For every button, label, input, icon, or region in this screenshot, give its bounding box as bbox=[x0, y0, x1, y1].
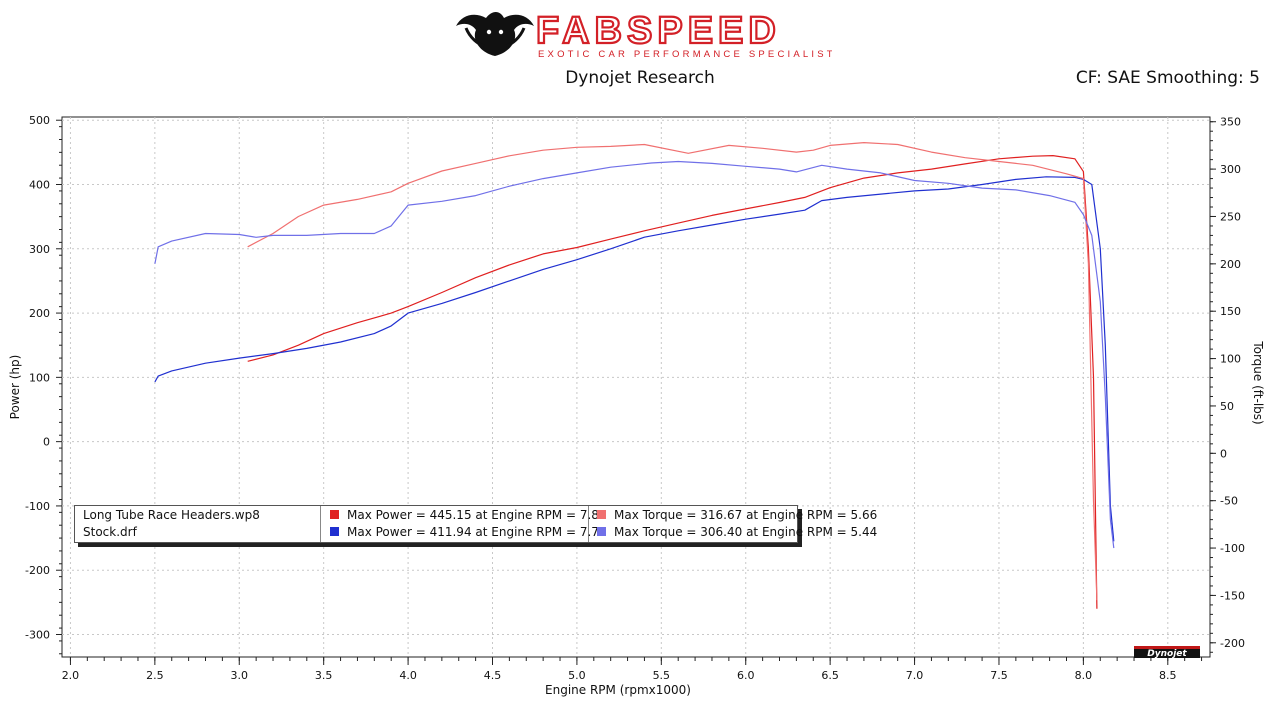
y-tick-label: 400 bbox=[29, 179, 50, 192]
x-tick-label: 2.0 bbox=[62, 669, 80, 682]
x-tick-label: 3.0 bbox=[231, 669, 249, 682]
winged-beast-logo bbox=[456, 12, 534, 56]
legend-file-name: Long Tube Race Headers.wp8 bbox=[83, 508, 260, 522]
legend: Long Tube Race Headers.wp8 Max Power = 4… bbox=[74, 505, 877, 543]
y-tick-label: 200 bbox=[29, 307, 50, 320]
x-tick-label: 3.5 bbox=[315, 669, 333, 682]
y-tick-label: 0 bbox=[43, 436, 50, 449]
legend-power-swatch bbox=[330, 510, 339, 519]
dynojet-logo: Dynojet bbox=[1134, 646, 1200, 659]
legend-max-power: Max Power = 411.94 at Engine RPM = 7.78 bbox=[347, 525, 607, 539]
y-tick-label: -300 bbox=[25, 629, 50, 642]
x-tick-label: 7.5 bbox=[990, 669, 1008, 682]
legend-torque-swatch bbox=[597, 510, 606, 519]
x-tick-label: 4.5 bbox=[484, 669, 502, 682]
x-axis-label: Engine RPM (rpmx1000) bbox=[545, 683, 691, 697]
torque-line bbox=[247, 142, 1098, 601]
y2-tick-label: 100 bbox=[1220, 353, 1241, 366]
correction-settings: CF: SAE Smoothing: 5 bbox=[1075, 68, 1260, 88]
y2-tick-label: -150 bbox=[1220, 589, 1245, 602]
x-tick-label: 2.5 bbox=[146, 669, 164, 682]
y2-tick-label: 350 bbox=[1220, 116, 1241, 129]
y2-tick-label: 300 bbox=[1220, 163, 1241, 176]
legend-row: Long Tube Race Headers.wp8 Max Power = 4… bbox=[75, 507, 877, 524]
chart-title: Dynojet Research bbox=[565, 68, 715, 88]
left-y-axis: 500 400 300 200 100 0 -100 -200 -300 bbox=[25, 114, 62, 655]
legend-divider bbox=[588, 506, 589, 542]
grid bbox=[62, 117, 1210, 657]
x-tick-label: 8.0 bbox=[1075, 669, 1093, 682]
brand-name: FABSPEED bbox=[536, 10, 781, 52]
y2-tick-label: 50 bbox=[1220, 400, 1234, 413]
x-tick-label: 6.0 bbox=[737, 669, 755, 682]
y2-tick-label: 150 bbox=[1220, 305, 1241, 318]
y-tick-label: -200 bbox=[25, 564, 50, 577]
y2-tick-label: 250 bbox=[1220, 210, 1241, 223]
y-tick-label: -100 bbox=[25, 500, 50, 513]
y2-tick-label: -100 bbox=[1220, 542, 1245, 555]
legend-divider bbox=[320, 506, 321, 542]
left-y-axis-label: Power (hp) bbox=[8, 355, 22, 420]
y2-tick-label: 200 bbox=[1220, 258, 1241, 271]
y-tick-label: 100 bbox=[29, 371, 50, 384]
legend-torque-swatch bbox=[597, 527, 606, 536]
plot-frame bbox=[61, 116, 1211, 658]
x-tick-label: 4.0 bbox=[399, 669, 417, 682]
power-line bbox=[154, 176, 1115, 542]
x-tick-label: 6.5 bbox=[821, 669, 839, 682]
watermark-text: Dynojet bbox=[1147, 649, 1187, 659]
x-tick-label: 5.5 bbox=[653, 669, 671, 682]
torque-line bbox=[154, 160, 1115, 549]
legend-file-name: Stock.drf bbox=[83, 525, 137, 539]
legend-max-torque: Max Torque = 306.40 at Engine RPM = 5.44 bbox=[614, 525, 878, 539]
legend-power-swatch bbox=[330, 527, 339, 536]
series-lines bbox=[154, 142, 1115, 609]
legend-row: Stock.drf Max Power = 411.94 at Engine R… bbox=[75, 524, 877, 541]
right-y-axis-label: Torque (ft-lbs) bbox=[1251, 340, 1265, 424]
power-line bbox=[247, 155, 1098, 609]
legend-max-torque: Max Torque = 316.67 at Engine RPM = 5.66 bbox=[614, 508, 878, 522]
right-y-axis: 350 300 250 200 150 100 50 0 -50 -100 -150 -200 bbox=[1210, 116, 1245, 653]
x-tick-label: 8.5 bbox=[1159, 669, 1177, 682]
y2-tick-label: 0 bbox=[1220, 447, 1227, 460]
legend-max-power: Max Power = 445.15 at Engine RPM = 7.82 bbox=[347, 508, 607, 522]
y2-tick-label: -200 bbox=[1220, 637, 1245, 650]
x-tick-label: 5.0 bbox=[568, 669, 586, 682]
x-tick-label: 7.0 bbox=[906, 669, 924, 682]
y2-tick-label: -50 bbox=[1220, 495, 1238, 508]
y-tick-label: 300 bbox=[29, 243, 50, 256]
brand-tagline: EXOTIC CAR PERFORMANCE SPECIALISTS bbox=[538, 49, 832, 60]
fabspeed-logo: FABSPEED EXOTIC CAR PERFORMANCE SPECIALI… bbox=[456, 9, 832, 60]
x-axis: 2.0 2.5 3.0 3.5 4.0 4.5 5.0 5.5 6.0 6.5 7.0 7.5 8.0 8… bbox=[62, 657, 1203, 682]
y-tick-label: 500 bbox=[29, 114, 50, 127]
